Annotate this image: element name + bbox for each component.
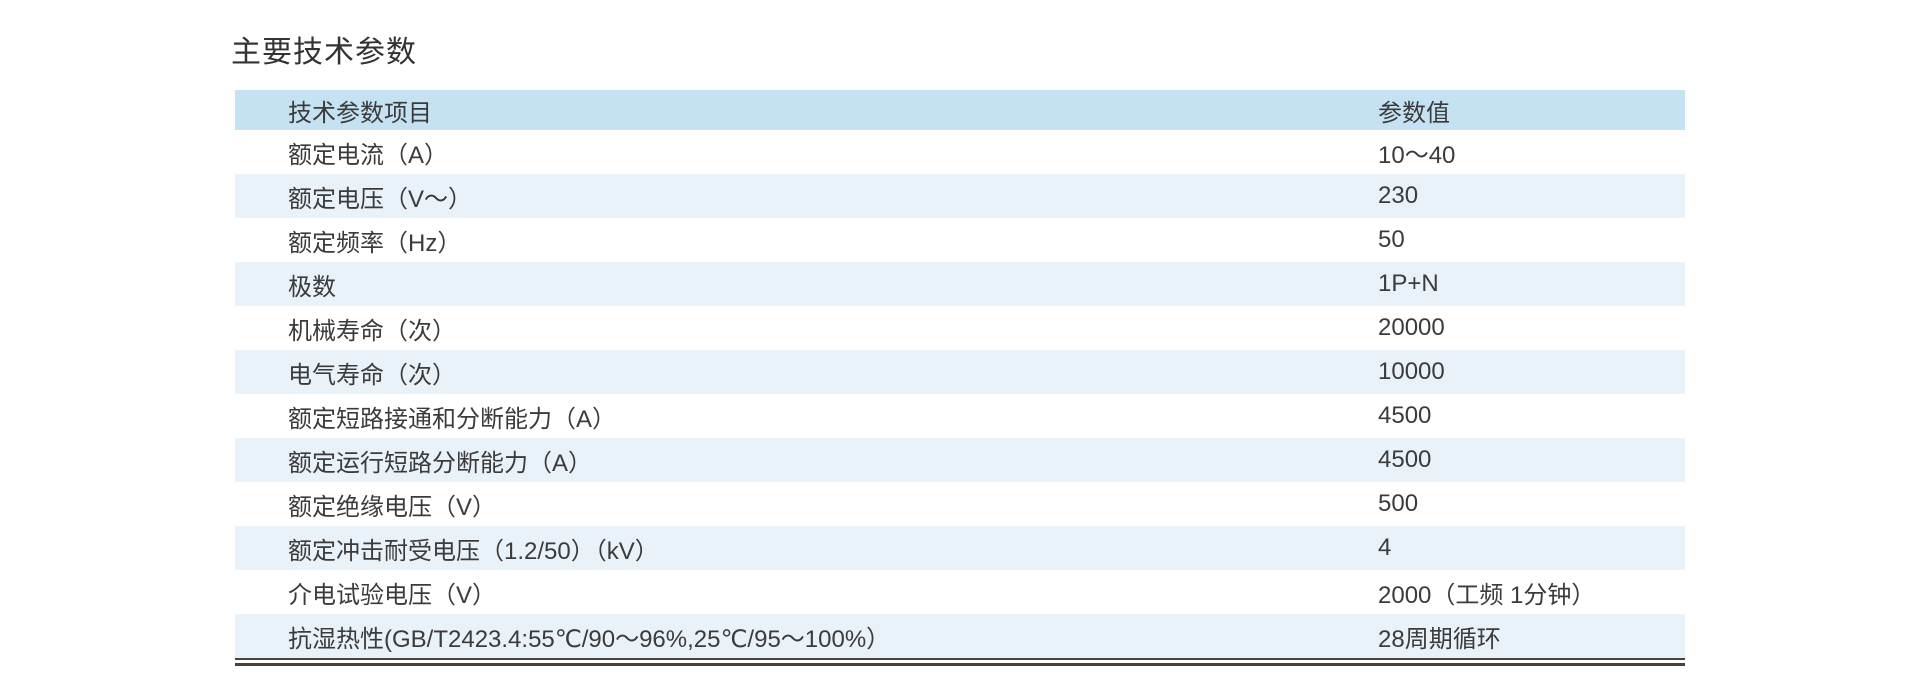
table-row: 电气寿命（次） 10000 — [235, 350, 1685, 394]
param-name-cell: 介电试验电压（V） — [288, 581, 497, 609]
param-value-cell: 1P+N — [1378, 270, 1439, 297]
param-value-cell: 50 — [1378, 226, 1405, 253]
param-value-cell: 4500 — [1378, 446, 1432, 473]
table-row: 额定运行短路分断能力（A） 4500 — [235, 438, 1685, 482]
param-name-cell: 极数 — [288, 273, 336, 301]
param-name-cell: 电气寿命（次） — [288, 361, 456, 389]
table-row: 额定电压（V～） 230 — [235, 174, 1685, 218]
table-row: 机械寿命（次） 20000 — [235, 306, 1685, 350]
table-row: 抗湿热性(GB/T2423.4:55℃/90～96%,25℃/95～100%） … — [235, 614, 1685, 658]
param-value-cell: 2000（工频 1分钟） — [1378, 581, 1596, 609]
param-name-cell: 机械寿命（次） — [288, 317, 456, 345]
spec-table-container: 技术参数项目 参数值 额定电流（A） 10～40 额定电压（V～） 230 额定… — [235, 90, 1685, 666]
param-name-cell: 额定电压（V～） — [288, 185, 473, 213]
table-row: 额定冲击耐受电压（1.2/50）（kV） 4 — [235, 526, 1685, 570]
param-name-cell: 额定绝缘电压（V） — [288, 493, 497, 521]
param-value-cell: 4500 — [1378, 402, 1432, 429]
header-cell-parameter-value: 参数值 — [1378, 99, 1450, 127]
table-header-row: 技术参数项目 参数值 — [235, 90, 1685, 130]
table-row: 额定短路接通和分断能力（A） 4500 — [235, 394, 1685, 438]
table-row: 介电试验电压（V） 2000（工频 1分钟） — [235, 570, 1685, 614]
param-name-cell: 额定冲击耐受电压（1.2/50）（kV） — [288, 537, 659, 565]
param-value-cell: 500 — [1378, 490, 1419, 517]
param-value-cell: 20000 — [1378, 314, 1445, 341]
param-value-cell: 4 — [1378, 534, 1392, 561]
param-value-cell: 230 — [1378, 182, 1419, 209]
param-name-cell: 额定短路接通和分断能力（A） — [288, 405, 617, 433]
param-value-cell: 10000 — [1378, 358, 1445, 385]
table-row: 额定电流（A） 10～40 — [235, 130, 1685, 174]
param-value-cell: 28周期循环 — [1378, 625, 1501, 653]
table-row: 额定绝缘电压（V） 500 — [235, 482, 1685, 526]
spec-table: 技术参数项目 参数值 额定电流（A） 10～40 额定电压（V～） 230 额定… — [235, 90, 1685, 658]
param-name-cell: 额定运行短路分断能力（A） — [288, 449, 593, 477]
param-value-cell: 10～40 — [1378, 141, 1456, 169]
param-name-cell: 额定电流（A） — [288, 141, 449, 169]
header-cell-parameter-item: 技术参数项目 — [288, 99, 432, 127]
page-title: 主要技术参数 — [231, 36, 417, 69]
table-bottom-rule — [235, 658, 1685, 666]
table-body: 额定电流（A） 10～40 额定电压（V～） 230 额定频率（Hz） 50 极… — [235, 130, 1685, 658]
param-name-cell: 抗湿热性(GB/T2423.4:55℃/90～96%,25℃/95～100%） — [288, 625, 891, 653]
table-row: 额定频率（Hz） 50 — [235, 218, 1685, 262]
table-row: 极数 1P+N — [235, 262, 1685, 306]
param-name-cell: 额定频率（Hz） — [288, 229, 462, 257]
